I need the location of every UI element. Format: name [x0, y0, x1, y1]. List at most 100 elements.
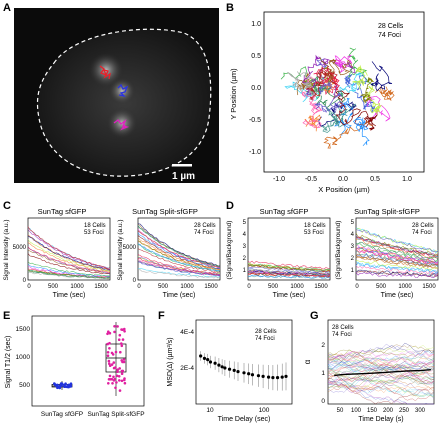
trajectory-line — [321, 65, 338, 85]
intensity-trace — [355, 241, 439, 260]
c-left-title: SunTag sfGFP — [38, 207, 87, 216]
f-point — [199, 354, 203, 358]
g-alpha-trace — [327, 348, 434, 358]
e-point — [108, 347, 111, 350]
e-point — [117, 375, 121, 378]
e-point — [119, 350, 122, 354]
b-ytick-1: 1.0 — [251, 21, 261, 28]
e-point — [112, 379, 116, 382]
intensity-trace — [355, 262, 439, 274]
c-right-info-2: 74 Foci — [194, 230, 214, 236]
d-right-xtick-2: 500 — [376, 284, 387, 290]
trajectory-line — [360, 76, 374, 104]
g-ylabel: α — [303, 359, 312, 364]
c-left-info-2: 53 Foci — [84, 230, 104, 236]
c-right-xtick-2: 500 — [158, 284, 169, 290]
intensity-trace — [137, 269, 221, 279]
c-left-xtick-1: 0 — [27, 284, 31, 290]
e-point — [106, 351, 110, 354]
track-blue — [117, 83, 129, 98]
e-point — [121, 360, 124, 364]
e-ytick-1: 1500 — [16, 326, 31, 333]
f-info-1: 28 Cells — [255, 329, 277, 335]
d-right-traces — [355, 227, 439, 279]
trajectory-line — [305, 67, 325, 101]
e-point — [118, 389, 122, 392]
e-point — [120, 342, 123, 345]
trajectory-line — [370, 61, 393, 92]
e-point — [113, 325, 116, 328]
g-alpha-trace — [327, 352, 435, 366]
d-left-info-1: 18 Cells — [304, 223, 326, 229]
d-left-info-2: 53 Foci — [304, 230, 324, 236]
intensity-trace — [137, 248, 221, 273]
trajectory-line — [325, 103, 357, 129]
panel-b-chart: 28 Cells 74 Foci -1.0 -0.5 0.0 0.5 1.0 1… — [229, 11, 425, 194]
e-point — [116, 370, 119, 373]
e-point — [114, 366, 117, 369]
c-left-xtick-2: 500 — [48, 284, 59, 290]
d-right-ytick-1: 5 — [351, 220, 355, 226]
panel-g-label: G — [310, 310, 319, 322]
c-right-ytick-1: 5000 — [123, 245, 137, 251]
g-alpha-trace — [327, 350, 435, 366]
e-point — [117, 338, 121, 341]
f-xtick-2: 100 — [259, 407, 270, 414]
scale-bar — [172, 164, 192, 167]
f-point — [280, 375, 284, 379]
f-point — [236, 370, 240, 374]
g-alpha-trace — [327, 348, 435, 362]
e-point — [113, 330, 116, 334]
e-point — [120, 372, 124, 375]
e-point — [107, 378, 111, 381]
d-right-xlabel: Time (sec) — [381, 292, 414, 299]
g-info-2: 74 Foci — [332, 332, 352, 338]
e-point — [122, 358, 126, 361]
g-alpha-trace — [327, 344, 435, 363]
f-point — [242, 371, 246, 375]
d-right-ytick-4: 2 — [351, 256, 355, 262]
c-right-xtick-1: 0 — [137, 284, 141, 290]
f-point — [227, 367, 232, 371]
f-point — [220, 365, 224, 369]
intensity-trace — [137, 257, 221, 276]
g-alpha-trace — [327, 343, 435, 363]
c-right-info-1: 28 Cells — [194, 223, 216, 229]
intensity-trace — [355, 260, 439, 271]
d-left-xtick-1: 0 — [247, 284, 251, 290]
c-right-xlabel: Time (sec) — [163, 292, 196, 299]
panel-b-label: B — [226, 2, 234, 14]
e-point — [108, 374, 112, 378]
g-xlabel: Time Delay (s) — [358, 416, 403, 423]
e-boxplots — [51, 322, 127, 396]
e-ylabel: Signal T1/2 (sec) — [5, 336, 12, 389]
trajectory-line — [287, 71, 330, 97]
e-point — [123, 377, 126, 380]
e-point — [55, 384, 59, 387]
intensity-trace — [355, 254, 439, 269]
d-left-ylabel: (Signal/Background) — [226, 221, 233, 280]
trajectory-line — [338, 71, 365, 96]
c-right-ylabel: Signal Intensity (a.u.) — [117, 219, 124, 280]
intensity-trace — [137, 223, 221, 267]
f-ylabel: MSD(Δ) (µm²/s) — [167, 337, 174, 386]
d-right-ytick-3: 3 — [351, 244, 355, 250]
intensity-trace — [137, 225, 221, 267]
trajectory-line — [302, 100, 323, 129]
intensity-trace — [137, 268, 221, 278]
trajectory-tracks — [280, 47, 395, 149]
c-left-traces — [27, 226, 111, 280]
trajectory-line — [354, 110, 378, 131]
trajectory-line — [335, 90, 361, 126]
intensity-trace — [355, 272, 439, 279]
intensity-trace — [137, 223, 221, 267]
e-point — [110, 377, 114, 381]
d-left-ytick-5: 1 — [243, 268, 247, 274]
g-xtick-3: 150 — [367, 408, 378, 414]
d-left-traces — [247, 260, 331, 279]
intensity-trace — [137, 237, 221, 271]
intensity-trace — [137, 243, 221, 271]
intensity-trace — [355, 261, 439, 273]
f-ytick-2: 2E-4 — [180, 365, 194, 372]
f-msd-curve — [199, 351, 288, 391]
